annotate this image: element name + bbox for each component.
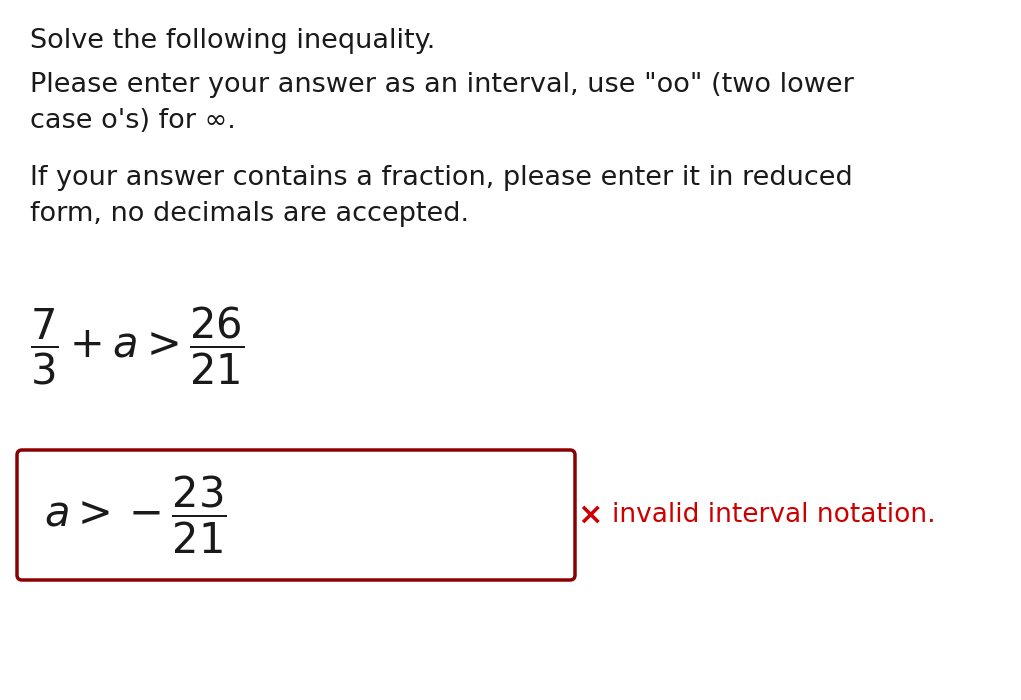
Text: $\dfrac{7}{3} + a > \dfrac{26}{21}$: $\dfrac{7}{3} + a > \dfrac{26}{21}$: [30, 305, 244, 387]
Text: If your answer contains a fraction, please enter it in reduced: If your answer contains a fraction, plea…: [30, 165, 853, 191]
FancyBboxPatch shape: [17, 450, 575, 580]
Text: Solve the following inequality.: Solve the following inequality.: [30, 28, 435, 54]
Text: ×: ×: [577, 500, 602, 529]
Text: invalid interval notation.: invalid interval notation.: [612, 502, 935, 528]
Text: case o's) for ∞.: case o's) for ∞.: [30, 108, 236, 134]
Text: form, no decimals are accepted.: form, no decimals are accepted.: [30, 201, 469, 227]
Text: $a > -\dfrac{23}{21}$: $a > -\dfrac{23}{21}$: [44, 474, 227, 556]
Text: Please enter your answer as an interval, use "oo" (two lower: Please enter your answer as an interval,…: [30, 72, 854, 98]
